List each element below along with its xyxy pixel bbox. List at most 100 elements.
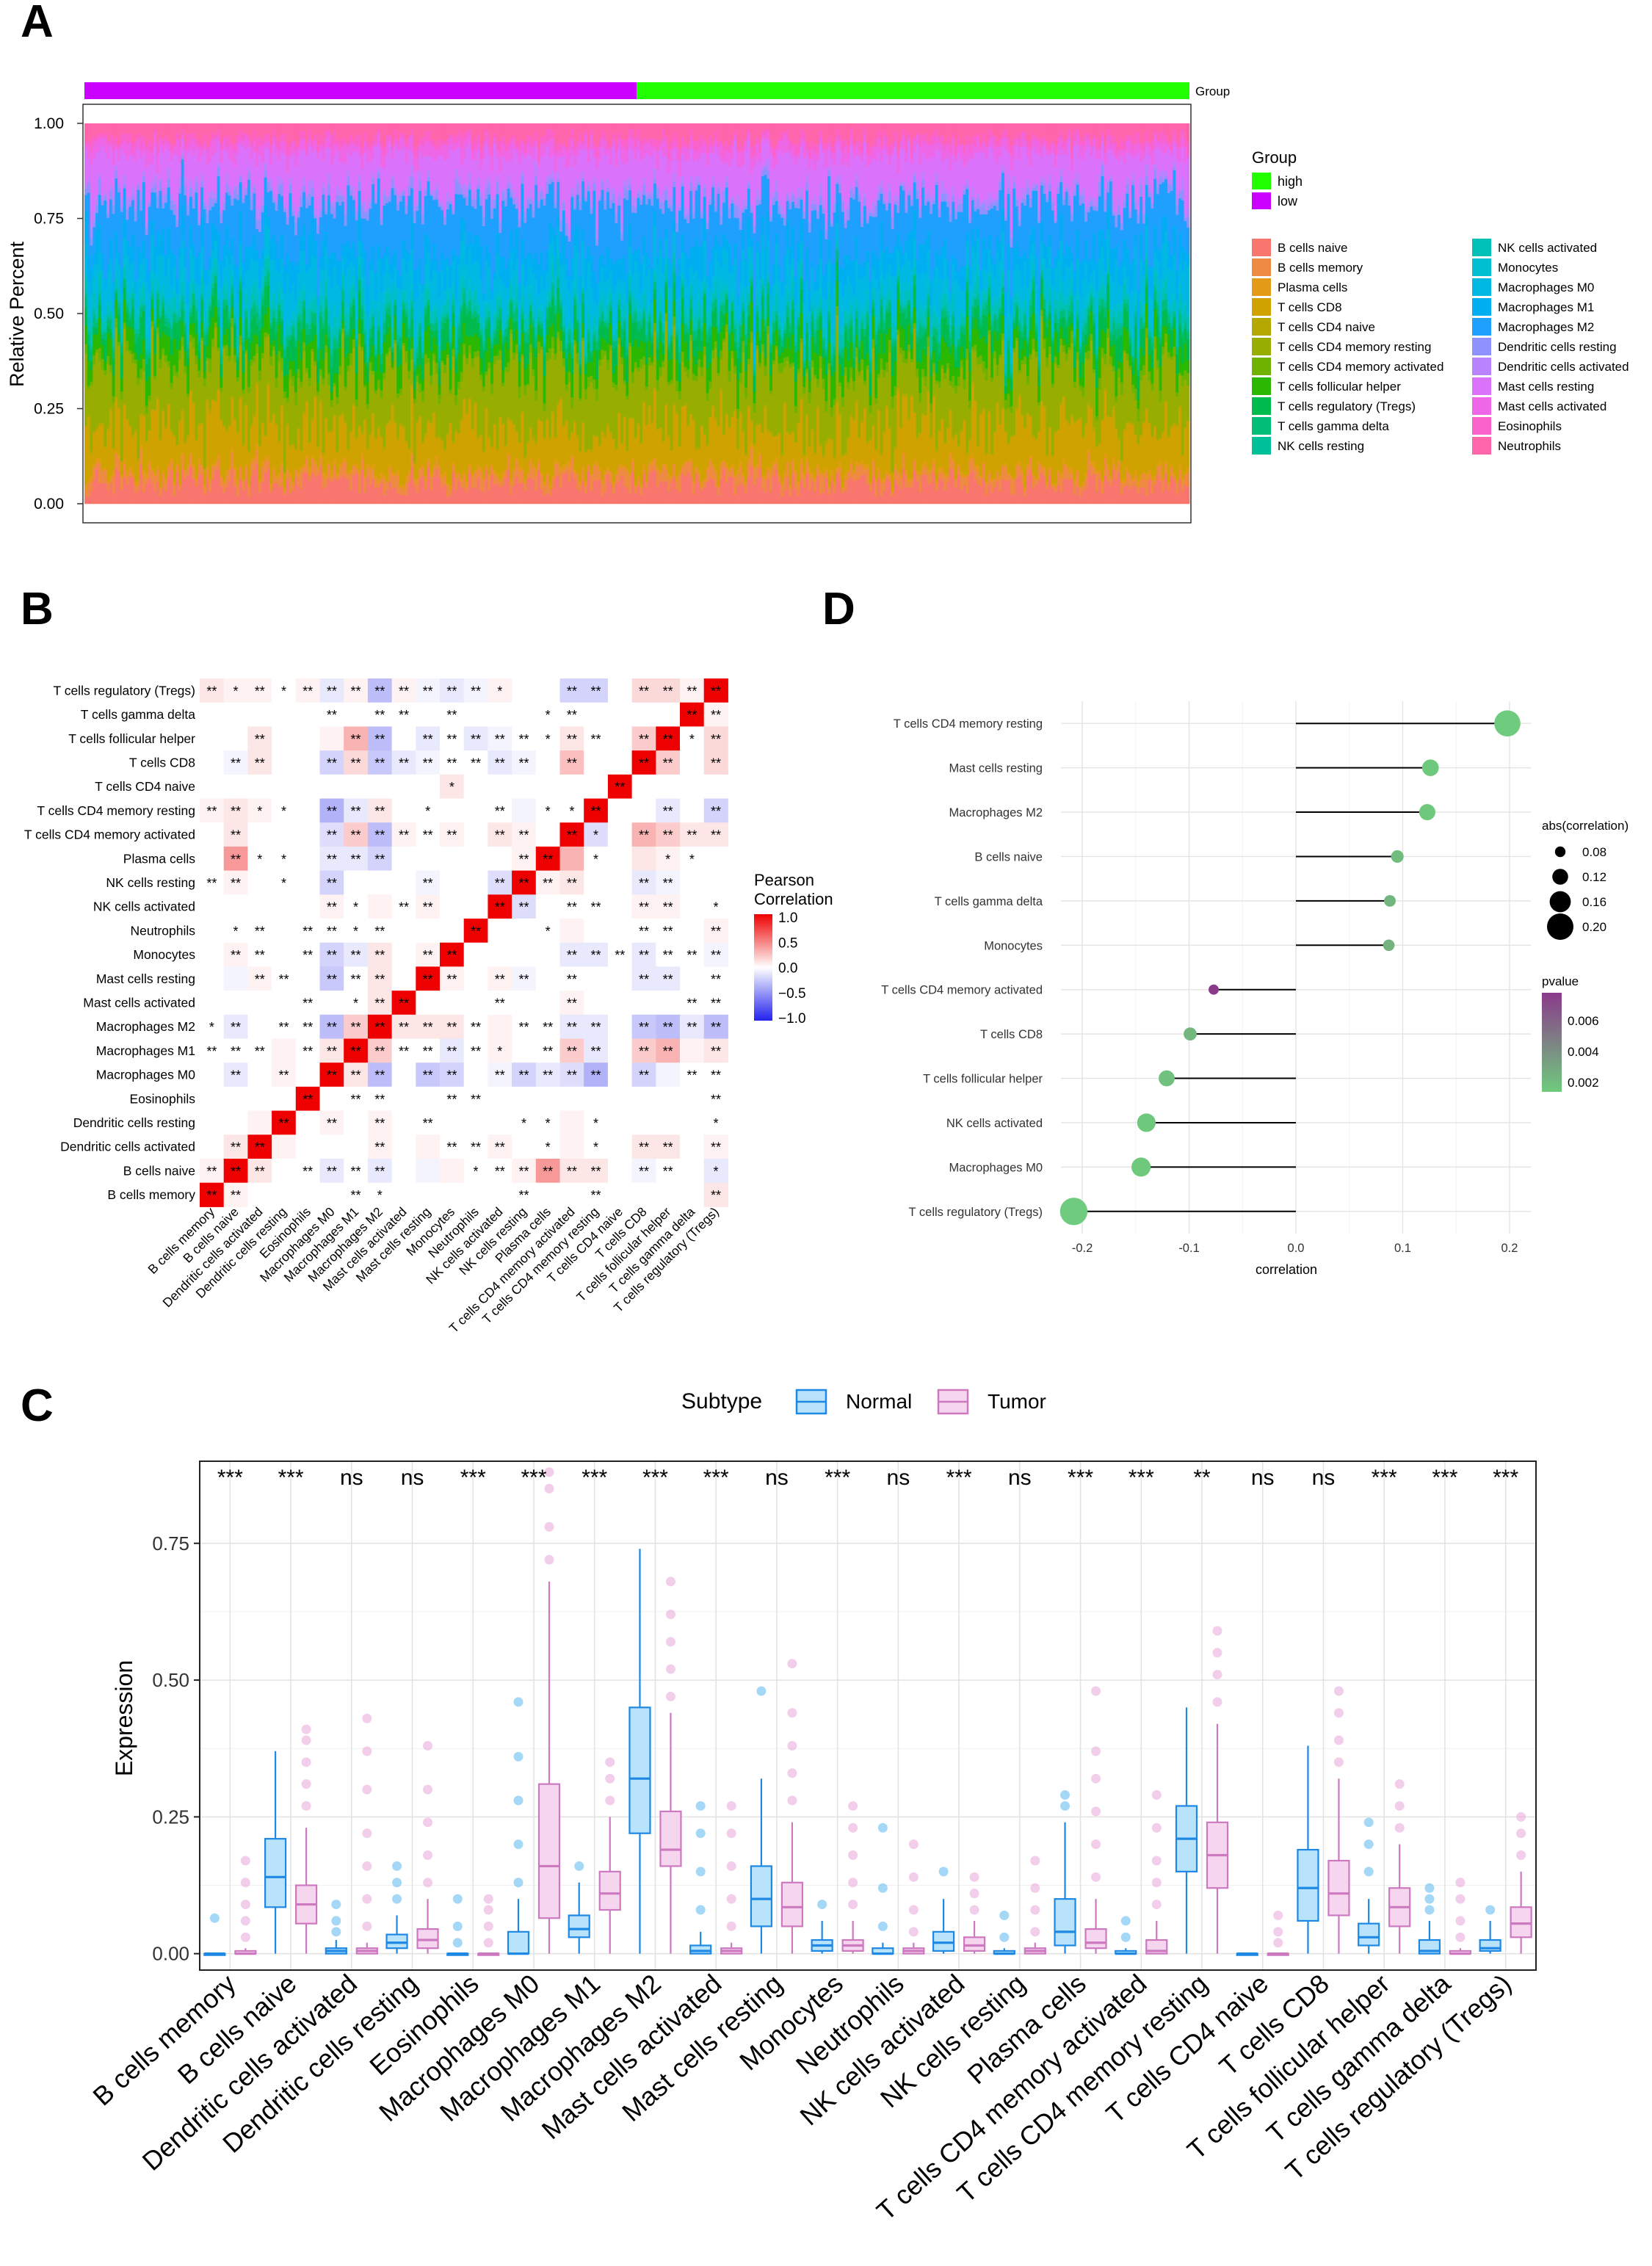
stack-segment-t-cells-follicular-helper (217, 327, 220, 348)
stack-segment-nk-cells-resting (562, 326, 566, 328)
stack-segment-dendritic-cells-activated (388, 189, 392, 197)
stack-segment-mast-cells-resting (388, 143, 392, 190)
stack-segment-b-cells-naive (623, 485, 626, 504)
stack-segment-neutrophils (297, 123, 300, 143)
stack-segment-mast-cells-resting (115, 150, 118, 167)
stack-segment-t-cells-gamma-delta (173, 314, 176, 322)
stack-segment-t-cells-cd4-memory-activated (399, 388, 403, 396)
stack-segment-macrophages-m1 (477, 236, 480, 264)
stack-segment-t-cells-gamma-delta (477, 315, 480, 324)
stack-segment-b-cells-memory (305, 459, 309, 473)
stack-segment-dendritic-cells-resting (615, 212, 618, 224)
stack-segment-eosinophils (366, 140, 369, 148)
stack-segment-b-cells-memory (247, 488, 251, 497)
stack-segment-macrophages-m0 (325, 247, 328, 270)
stack-segment-t-cells-cd4-memory-resting (529, 352, 532, 427)
stack-segment-t-cells-cd4-memory-activated (294, 391, 298, 406)
stack-segment-macrophages-m1 (709, 261, 712, 290)
stack-segment-t-cells-cd8 (507, 419, 510, 453)
stack-segment-neutrophils (620, 123, 624, 140)
stack-segment-macrophages-m0 (499, 278, 502, 291)
stack-segment-dendritic-cells-resting (333, 207, 336, 219)
stack-segment-neutrophils (164, 123, 168, 136)
stack-segment-t-cells-follicular-helper (231, 307, 234, 319)
stack-segment-b-cells-naive (407, 482, 411, 504)
stack-segment-eosinophils (93, 135, 96, 145)
stack-segment-macrophages-m1 (642, 236, 646, 256)
stack-segment-t-cells-regulatory-tregs (220, 363, 223, 377)
stack-segment-plasma-cells (302, 463, 306, 468)
stack-segment-eosinophils (604, 133, 607, 141)
stack-segment-t-cells-regulatory-tregs (557, 287, 560, 314)
stack-segment-t-cells-follicular-helper (474, 333, 477, 352)
stack-segment-b-cells-memory (419, 469, 422, 479)
stack-segment-nk-cells-activated (275, 309, 278, 318)
stack-segment-dendritic-cells-activated (189, 179, 193, 188)
stack-segment-macrophages-m2 (90, 245, 93, 269)
stack-segment-dendritic-cells-activated (454, 169, 458, 180)
stack-segment-eosinophils (358, 134, 361, 146)
stack-segment-t-cells-follicular-helper (593, 350, 596, 380)
stack-segment-t-cells-cd4-naive (485, 407, 488, 409)
stack-segment-t-cells-regulatory-tregs (225, 305, 229, 329)
stack-segment-t-cells-follicular-helper (372, 344, 375, 372)
stack-segment-macrophages-m2 (590, 213, 593, 256)
stack-segment-t-cells-gamma-delta (344, 331, 347, 337)
stack-segment-nk-cells-resting (402, 301, 405, 303)
stack-segment-plasma-cells (551, 475, 555, 479)
stack-segment-plasma-cells (419, 468, 422, 470)
stack-segment-t-cells-cd4-memory-activated (87, 385, 90, 389)
stack-segment-nk-cells-resting (261, 292, 264, 298)
stack-segment-monocytes (419, 311, 422, 318)
stack-segment-b-cells-memory (84, 489, 88, 497)
stack-segment-dendritic-cells-activated (662, 190, 665, 203)
stack-segment-t-cells-regulatory-tregs (338, 332, 342, 348)
stack-segment-monocytes (540, 303, 543, 312)
stack-segment-b-cells-naive (195, 485, 198, 504)
stack-segment-t-cells-cd4-memory-resting (195, 364, 198, 440)
stack-segment-nk-cells-activated (349, 289, 353, 303)
stack-segment-t-cells-follicular-helper (479, 358, 483, 375)
stack-segment-t-cells-gamma-delta (106, 318, 110, 326)
stack-segment-b-cells-memory (361, 459, 364, 471)
stack-segment-t-cells-cd4-memory-resting (670, 383, 673, 451)
stack-segment-eosinophils (316, 144, 320, 153)
stack-segment-t-cells-cd4-memory-activated (532, 369, 535, 376)
stack-segment-neutrophils (441, 123, 444, 140)
stack-segment-t-cells-regulatory-tregs (551, 296, 555, 324)
stack-segment-macrophages-m1 (532, 258, 535, 274)
stack-segment-macrophages-m2 (446, 209, 450, 258)
stack-segment-b-cells-naive (524, 490, 527, 504)
stack-segment-t-cells-cd4-memory-resting (184, 373, 187, 444)
stack-segment-mast-cells-activated (537, 160, 541, 167)
stack-segment-t-cells-cd8 (709, 416, 712, 459)
stack-segment-neutrophils (372, 123, 375, 142)
stack-segment-macrophages-m2 (192, 208, 195, 245)
stack-segment-t-cells-gamma-delta (101, 334, 104, 339)
stack-segment-mast-cells-resting (200, 156, 204, 174)
stack-segment-eosinophils (667, 148, 671, 160)
stack-segment-t-cells-cd4-naive (557, 402, 560, 406)
stack-segment-neutrophils (568, 123, 571, 139)
stack-segment-t-cells-gamma-delta (416, 352, 419, 358)
stack-segment-t-cells-cd4-naive (695, 447, 698, 451)
stack-segment-macrophages-m0 (369, 269, 372, 310)
stack-segment-dendritic-cells-activated (341, 194, 345, 197)
stack-segment-nk-cells-resting (258, 315, 262, 320)
stack-segment-dendritic-cells-resting (366, 212, 369, 221)
stack-segment-b-cells-naive (399, 494, 403, 504)
stack-segment-macrophages-m0 (615, 285, 618, 325)
stack-segment-nk-cells-activated (98, 273, 101, 293)
stack-segment-eosinophils (391, 145, 394, 150)
stack-segment-t-cells-gamma-delta (587, 332, 590, 343)
stack-segment-plasma-cells (529, 457, 532, 462)
stack-segment-t-cells-cd4-memory-activated (280, 358, 284, 372)
stack-segment-macrophages-m2 (496, 194, 499, 234)
stack-segment-nk-cells-activated (510, 284, 513, 298)
stack-segment-nk-cells-activated (170, 308, 173, 325)
stack-segment-b-cells-naive (330, 481, 334, 504)
stack-segment-t-cells-follicular-helper (656, 360, 659, 380)
stack-segment-t-cells-regulatory-tregs (388, 314, 392, 328)
stack-segment-b-cells-memory (526, 473, 530, 479)
stack-segment-t-cells-follicular-helper (142, 339, 146, 360)
